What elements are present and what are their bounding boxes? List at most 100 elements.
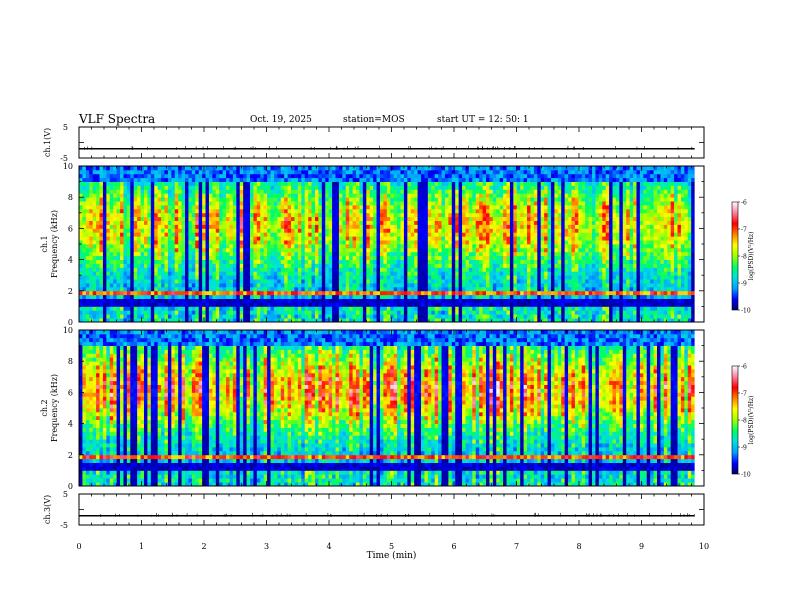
spectrogram-cell [304,232,309,237]
spectrogram-cell [472,173,477,179]
spectrogram-cell [284,310,289,315]
spectrogram-cell [92,310,97,315]
spectrogram-cell [362,286,367,292]
spectrogram-cell [434,251,439,257]
spectrogram-cell [475,244,480,249]
spectrogram-cell [318,166,323,171]
spectrogram-cell [417,228,422,233]
spectrogram-cell [397,232,401,237]
spectrogram-cell [167,212,172,218]
spectrogram-cell [455,302,460,307]
spectrogram-cell [253,275,258,280]
spectrogram-cell [205,259,210,264]
spectrogram-cell [82,169,87,175]
spectrogram-cell [403,224,408,229]
spectrogram-cell [202,267,206,272]
spectrogram-cell [280,224,285,229]
spectrogram-cell [472,279,477,284]
spectrogram-cell [113,318,118,323]
spectrogram-cell [154,271,159,276]
spectrogram-cell [161,244,165,249]
spectrogram-cell [181,267,186,272]
spectrogram-cell [352,193,357,198]
spectrogram-cell [366,185,371,190]
spectrogram-cell [232,166,237,171]
spectrogram-cell [475,275,480,280]
spectrogram-cell [260,240,265,245]
spectrogram-cell [250,318,254,323]
spectrogram-cell [280,283,285,288]
spectrogram-cell [294,251,299,257]
spectrogram-cell [102,247,107,253]
spectrogram-cell [308,306,312,311]
spectrogram-cell [85,232,90,237]
spectrogram-cell [390,298,395,303]
spectrogram-cell [236,224,241,229]
spectrogram-cell [393,263,398,268]
spectrogram-cell [140,271,145,276]
spectrogram-cell [157,263,162,268]
spectrogram-cell [356,201,360,206]
spectrogram-cell [407,173,412,179]
spectrogram-cell [386,177,391,182]
spectrogram-cell [448,166,453,171]
spectrogram-cell [256,279,261,284]
spectrogram-cell [140,314,145,319]
spectrogram-cell [191,216,196,221]
spectrogram-cell [154,240,159,245]
spectrogram-cell [383,205,388,210]
spectrogram-cell [410,302,415,307]
spectrogram-cell [414,220,418,225]
spectrogram-cell [414,263,418,268]
spectrogram-cell [465,271,470,276]
spectrogram-cell [102,302,107,307]
spectrogram-cell [444,259,449,264]
spectrogram-cell [239,302,244,307]
spectrogram-cell [284,275,289,280]
spectrogram-cell [157,275,162,280]
spectrogram-cell [267,298,271,303]
spectrogram-cell [455,255,460,260]
spectrogram-cell [92,185,97,190]
spectrogram-cell [130,232,135,237]
spectrogram-cell [287,181,292,186]
spectrogram-cell [485,208,490,214]
spectrogram-cell [113,169,118,175]
spectrogram-cell [140,310,145,315]
spectrogram-cell [195,181,200,186]
spectrogram-cell [273,263,278,268]
spectrogram-cell [215,290,220,296]
spectrogram-cell [366,267,371,272]
spectrogram-cell [116,216,121,221]
spectrogram-cell [229,244,234,249]
spectrogram-cell [273,294,278,299]
spectrogram-cell [89,212,94,218]
spectrogram-cell [451,173,456,179]
spectrogram-cell [352,294,357,299]
spectrogram-cell [116,306,121,311]
spectrogram-cell [270,251,275,257]
spectrogram-cell [147,302,152,307]
spectrogram-cell [246,185,251,190]
spectrogram-cell [308,197,312,202]
spectrogram-cell [441,263,446,268]
spectrogram-cell [178,224,183,229]
spectrogram-cell [164,224,169,229]
spectrogram-cell [126,189,131,194]
spectrogram-cell [130,318,135,323]
spectrogram-cell [191,314,196,319]
spectrogram-cell [482,212,487,218]
spectrogram-cell [260,173,265,179]
spectrogram-cell [390,212,395,218]
spectrogram-cell [143,314,148,319]
spectrogram-cell [444,189,449,194]
spectrogram-cell [308,251,312,257]
spectrogram-cell [195,244,200,249]
spectrogram-cell [239,232,244,237]
spectrogram-cell [164,283,169,288]
spectrogram-cell [253,286,258,292]
spectrogram-cell [202,177,206,182]
spectrogram-cell [246,294,251,299]
spectrogram-cell [369,298,374,303]
spectrogram-cell [116,236,121,241]
